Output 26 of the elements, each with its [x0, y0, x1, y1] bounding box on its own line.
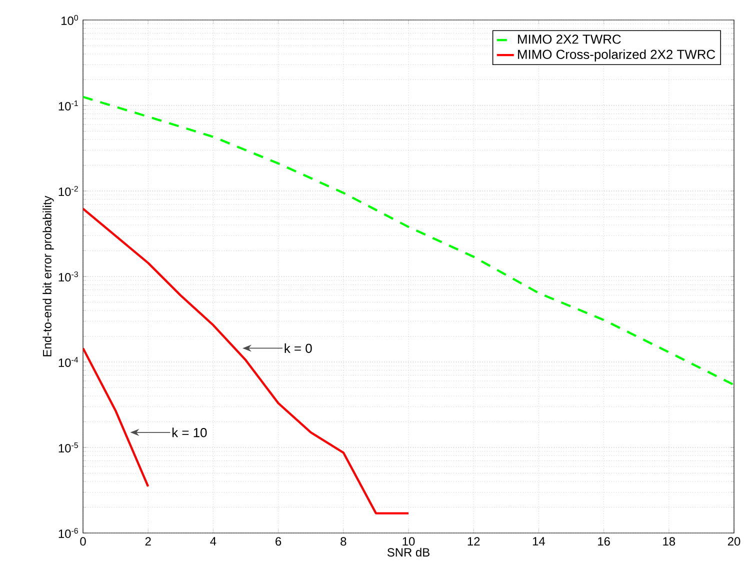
y-tick-label: 10$^{-4}$	[58, 357, 78, 367]
legend-label: MIMO 2X2 TWRC	[518, 34, 621, 44]
x-tick-label: 14	[532, 537, 546, 546]
y-tick-label: 10$^{-5}$	[58, 442, 78, 452]
x-tick-label: 0	[80, 537, 86, 546]
y-tick-label: 10$^{-2}$	[58, 186, 78, 196]
x-axis-title: SNR dB	[387, 548, 430, 557]
x-tick-label: 18	[663, 537, 676, 546]
x-tick-label: 8	[340, 537, 346, 546]
y-tick-label: 10$^{-3}$	[58, 271, 78, 282]
x-tick-label: 6	[276, 537, 282, 546]
line-series	[83, 208, 410, 514]
x-tick-label: 10	[402, 537, 415, 546]
x-tick-label: 16	[598, 537, 610, 546]
y-tick-label: 10$^{-6}$	[58, 528, 78, 538]
x-tick-label: 4	[210, 537, 216, 546]
y-tick-label: 10$^{0}$	[62, 14, 78, 25]
y-axis-title: End-to-end bit error probability	[42, 196, 54, 356]
annotation: k = 0	[284, 343, 312, 353]
x-tick-label: 20	[728, 537, 740, 546]
annotation: k = 10	[172, 428, 207, 438]
line-series	[83, 96, 734, 386]
legend-label: MIMO Cross-polarized 2X2 TWRC	[518, 49, 716, 62]
y-tick-label: 10$^{-1}$	[58, 100, 78, 110]
x-tick-label: 2	[145, 537, 151, 546]
x-tick-label: 12	[468, 537, 480, 546]
